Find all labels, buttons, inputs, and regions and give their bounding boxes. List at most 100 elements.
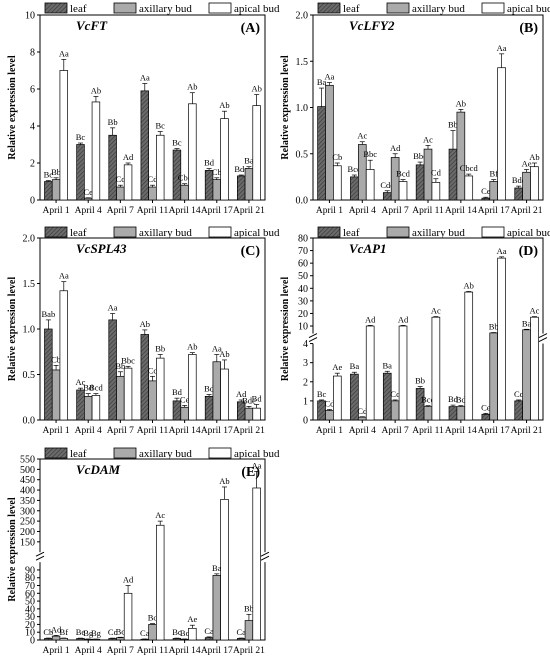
y-tick-label: 60 [25, 589, 35, 600]
significance-label: Bd [456, 395, 467, 405]
bar-leaf [76, 638, 85, 641]
x-tick-label: April 7 [107, 206, 134, 216]
bar-axillary [180, 184, 189, 201]
bar-apical [431, 182, 441, 201]
significance-label: Aa [59, 48, 69, 58]
significance-label: Bf [60, 627, 69, 637]
significance-label: Ab [219, 476, 229, 486]
y-tick-label: 0 [303, 416, 308, 427]
y-tick-label: 200 [20, 527, 35, 538]
significance-label: Bde [242, 395, 256, 405]
bar-apical [333, 165, 342, 201]
significance-label: Bd [83, 383, 94, 393]
significance-label: Ce [83, 187, 93, 197]
x-tick-label: April 11 [137, 206, 169, 216]
y-tick-label: 0.0 [23, 416, 36, 427]
significance-label: Bf [489, 169, 498, 179]
legend: leaf axillary bud apical bud [44, 226, 280, 239]
chart-panel-1: leaf axillary bud apical bud 0 2 4 6 8 10 Relativ… [7, 2, 280, 216]
bar-axillary [84, 197, 93, 201]
significance-label: Ab [529, 152, 539, 162]
y-tick-label: 20 [298, 309, 308, 320]
bar-axillary [180, 406, 189, 421]
y-tick-label: 3 [303, 358, 308, 369]
y-tick-label: 0 [30, 196, 35, 207]
legend-swatch-leaf [44, 447, 68, 459]
legend-swatch-apical [481, 2, 505, 14]
bar-apical [530, 316, 539, 421]
y-tick-label: 1 [303, 396, 308, 407]
y-tick-label: 40 [25, 604, 35, 615]
significance-label: Ad [398, 314, 409, 324]
bar-apical [59, 70, 68, 201]
bar-axillary [423, 406, 433, 421]
x-tick-label: April 1 [316, 206, 343, 216]
panel-letter: (D) [519, 244, 539, 259]
legend-swatch-leaf [317, 226, 341, 238]
significance-label: Cc [116, 174, 126, 184]
bar-leaf [448, 406, 458, 421]
significance-label: Bab [42, 309, 56, 319]
bar-apical [365, 169, 375, 201]
bar-apical [431, 316, 441, 421]
legend-swatch-apical [208, 2, 232, 14]
significance-label: Cd [431, 168, 442, 178]
significance-label: Ca [204, 626, 214, 636]
y-tick-label: 50 [298, 271, 308, 282]
x-tick-label: April 17 [201, 646, 233, 656]
bar-leaf [108, 134, 117, 201]
plot-frame [312, 237, 544, 421]
x-tick-label: April 14 [445, 206, 477, 216]
significance-label: Bc [172, 138, 182, 148]
bar-axillary [489, 332, 499, 421]
significance-label: Bcd [89, 383, 103, 393]
axis-break-mark [308, 337, 318, 343]
significance-label: Bb [115, 361, 125, 371]
bar-leaf [350, 176, 359, 201]
bar-leaf [76, 389, 85, 421]
bar-axillary [325, 410, 334, 421]
x-tick-label: April 7 [382, 426, 409, 436]
bar-apical [156, 357, 165, 421]
bar-axillary [456, 111, 466, 201]
significance-label: Bg [91, 628, 102, 638]
bar-axillary [148, 380, 157, 421]
y-axis-label: Relative expression level [280, 55, 291, 159]
bar-axillary [212, 179, 221, 201]
y-tick-label: 10 [298, 322, 308, 333]
significance-label: Bcd [348, 164, 362, 174]
bar-apical [365, 325, 375, 421]
significance-label: Bc [76, 132, 86, 142]
significance-label: Cb [51, 354, 61, 364]
y-tick-label: 2.0 [23, 234, 36, 245]
y-axis-label: Relative expression level [7, 277, 18, 381]
bar-axillary [244, 168, 254, 201]
y-tick-label: 4 [303, 339, 308, 350]
significance-label: Cd [357, 406, 368, 416]
bar-axillary [84, 395, 93, 421]
y-axis-label: Relative expression level [280, 277, 291, 381]
significance-label: Bd [204, 158, 215, 168]
y-tick-label: 20 [25, 620, 35, 631]
significance-label: Ad [123, 575, 134, 585]
significance-label: Ac [357, 131, 367, 141]
bar-axillary [522, 171, 531, 201]
bar-apical [220, 368, 229, 421]
axis-break-mark [260, 551, 270, 557]
y-tick-label: 70 [298, 246, 308, 257]
x-tick-label: April 4 [349, 426, 376, 436]
x-tick-label: April 11 [137, 426, 169, 436]
significance-label: Ab [219, 100, 229, 110]
legend-label-axillary: axillary bud [139, 227, 192, 239]
x-tick-label: April 11 [137, 646, 169, 656]
significance-label: Bbc [363, 149, 377, 159]
x-tick-label: April 21 [233, 426, 265, 436]
plot-frame [39, 14, 266, 201]
x-tick-label: April 1 [42, 206, 69, 216]
significance-label: Bb [448, 120, 458, 130]
x-tick-label: April 1 [42, 646, 69, 656]
legend-swatch-apical [208, 226, 232, 238]
legend: leaf axillary bud apical bud [317, 226, 550, 239]
legend: leaf axillary bud apical bud [44, 447, 280, 460]
